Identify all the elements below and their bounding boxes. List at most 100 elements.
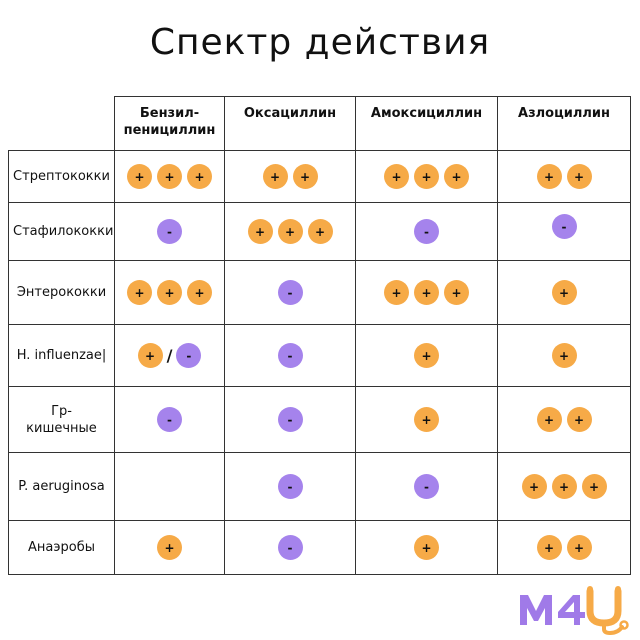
activity-marks: + xyxy=(414,535,439,560)
minus-mark: - xyxy=(277,280,303,305)
plus-mark: + xyxy=(262,164,288,189)
activity-cell: + + + xyxy=(224,202,356,261)
minus-mark: - xyxy=(277,343,303,368)
row-label-line: H. influenzae| xyxy=(16,348,107,363)
activity-cell: + xyxy=(497,260,631,325)
plus-mark: + xyxy=(127,280,152,305)
activity-marks: - xyxy=(414,474,439,499)
row-label-line: кишечные xyxy=(26,420,97,436)
activity-marks: - xyxy=(277,280,303,305)
row-label: Стафилококки xyxy=(8,202,115,261)
plus-mark: + xyxy=(307,219,333,244)
plus-mark: + xyxy=(414,407,439,432)
page-title: Спектр действия xyxy=(149,22,491,63)
activity-cell xyxy=(114,452,225,521)
row-label-line: Анаэробы xyxy=(28,540,95,555)
table-row: Анаэробы + - + + + xyxy=(8,520,631,575)
activity-marks: + / - xyxy=(137,343,202,368)
minus-mark: - xyxy=(277,407,303,432)
plus-mark: + xyxy=(414,535,439,560)
plus-mark: + xyxy=(566,164,592,189)
plus-mark: + xyxy=(384,164,409,189)
activity-marks: - xyxy=(277,474,303,499)
minus-mark: - xyxy=(277,535,303,560)
column-header-line: Азлоциллин xyxy=(518,106,610,121)
column-header: Бензил-пенициллин xyxy=(114,96,225,151)
activity-cell: - xyxy=(355,452,498,521)
table-row: H. influenzae| + / - - + + xyxy=(8,324,631,387)
m4u-logo: M4U xyxy=(518,583,634,636)
activity-marks: - xyxy=(157,407,182,432)
activity-cell: + xyxy=(497,324,631,387)
activity-marks: - xyxy=(277,407,303,432)
plus-mark: + xyxy=(137,343,163,368)
table-row: Стафилококки - + + + - - xyxy=(8,202,631,261)
plus-mark: + xyxy=(157,535,182,560)
activity-marks: - xyxy=(277,535,303,560)
m4u-logo-mark xyxy=(520,586,629,636)
plus-mark: + xyxy=(157,164,182,189)
spectrum-table: Бензил-пенициллин Оксациллин Амоксициллин А… xyxy=(8,96,631,575)
column-header: Амоксициллин xyxy=(355,96,498,151)
activity-cell: - xyxy=(224,452,356,521)
activity-marks: + xyxy=(157,535,182,560)
row-label: Гр-кишечные xyxy=(8,386,115,453)
activity-cell: + + + xyxy=(114,260,225,325)
activity-marks: + + + xyxy=(127,280,212,305)
table-body: Стрептококки + + + + + + + + + + Стафилококки - + + + - -… xyxy=(8,150,631,575)
plus-mark: + xyxy=(566,407,592,432)
activity-marks: + + xyxy=(536,407,592,432)
plus-mark: + xyxy=(551,280,577,305)
column-header-line: Амоксициллин xyxy=(370,106,483,121)
activity-marks: + + xyxy=(262,164,318,189)
activity-marks: + + + xyxy=(247,219,333,244)
activity-cell: + + xyxy=(497,386,631,453)
plus-mark: + xyxy=(127,164,152,189)
activity-cell: + xyxy=(114,520,225,575)
activity-cell: + xyxy=(355,386,498,453)
column-header-line: пенициллин xyxy=(123,123,216,138)
plus-mark: + xyxy=(536,535,562,560)
plus-mark: + xyxy=(247,219,273,244)
activity-marks: + xyxy=(414,407,439,432)
row-label: H. influenzae| xyxy=(8,324,115,387)
activity-cell: + + xyxy=(497,520,631,575)
activity-marks: + + xyxy=(536,535,592,560)
activity-cell: + + xyxy=(497,150,631,203)
activity-cell: + / - xyxy=(114,324,225,387)
plus-mark: + xyxy=(521,474,547,499)
activity-cell: + + + xyxy=(355,150,498,203)
row-label-line: Стрептококки xyxy=(13,169,110,184)
activity-marks: - xyxy=(414,219,439,244)
minus-mark: - xyxy=(176,343,202,368)
activity-marks: - xyxy=(157,219,182,244)
activity-marks: + + + xyxy=(384,164,469,189)
activity-cell: - xyxy=(224,520,356,575)
minus-mark: - xyxy=(277,474,303,499)
minus-mark: - xyxy=(157,407,182,432)
separator-mark: / xyxy=(166,346,173,365)
activity-cell: - xyxy=(355,202,498,261)
plus-mark: + xyxy=(536,164,562,189)
header-row: Бензил-пенициллин Оксациллин Амоксициллин А… xyxy=(8,96,631,151)
plus-mark: + xyxy=(292,164,318,189)
minus-mark: - xyxy=(414,474,439,499)
activity-cell: + + + xyxy=(497,452,631,521)
activity-cell: - xyxy=(224,324,356,387)
activity-marks: + + xyxy=(536,164,592,189)
activity-cell: - xyxy=(224,386,356,453)
activity-cell: - xyxy=(224,260,356,325)
table-row: P. aeruginosa - - + + + xyxy=(8,452,631,521)
plus-mark: + xyxy=(187,280,212,305)
row-label-line: Энтерококки xyxy=(16,285,107,300)
column-header-line: Оксациллин xyxy=(243,106,337,121)
plus-mark: + xyxy=(187,164,212,189)
plus-mark: + xyxy=(444,280,469,305)
plus-mark: + xyxy=(414,280,439,305)
minus-mark: - xyxy=(414,219,439,244)
activity-cell: + + xyxy=(224,150,356,203)
row-label: Анаэробы xyxy=(8,520,115,575)
activity-cell: - xyxy=(114,202,225,261)
plus-mark: + xyxy=(414,343,439,368)
activity-marks: + + + xyxy=(127,164,212,189)
